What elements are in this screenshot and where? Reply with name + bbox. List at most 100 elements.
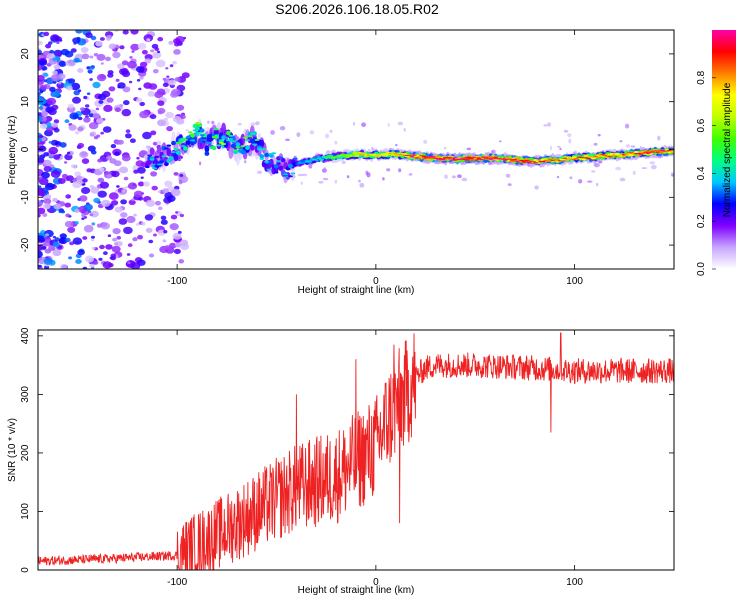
spectrogram-noise-cell [87,145,96,152]
spectrogram-noise-cell [91,246,96,250]
spectrogram-noise-cell [174,77,181,82]
spectrogram-noise-cell [321,168,327,173]
spectrogram-noise-cell [116,236,122,240]
spectrogram-noise-cell [38,59,48,66]
spectrogram-noise-cell [95,40,103,47]
spectrogram-ridge-cell [245,145,250,150]
spectrogram-noise-cell [657,135,661,141]
spectrogram-noise-cell [72,96,81,104]
spectrogram-noise-cell [45,233,49,237]
spectrogram-noise-cell [148,83,158,90]
spectrogram-noise-cell [141,49,148,55]
spectrogram-ridge-cell [144,166,150,168]
spectrogram-noise-cell [148,253,155,258]
spectrogram-noise-cell [43,31,50,37]
spectrogram-noise-cell [444,174,448,179]
spectrogram-noise-cell [140,176,144,179]
spectrogram-ridge-cell [292,157,298,160]
spectrogram-ridge-cell [247,135,253,138]
spectrogram-ridge-cell [264,152,269,158]
spectrogram-noise-cell [72,237,83,245]
spectrogram-noise-cell [136,223,140,226]
spectrogram-noise-cell [50,170,61,178]
spectrogram-noise-cell [92,113,101,119]
spectrogram-noise-cell [69,241,75,246]
spectrogram-noise-cell [38,75,45,82]
spectrogram-noise-cell [58,237,68,245]
spectrogram-noise-cell [66,85,73,91]
spectrogram-noise-cell [96,118,104,124]
colorbar-ticks: 0.0 0.2 0.4 0.6 0.8 [696,70,716,276]
spectrogram-noise-cell [166,126,174,132]
spectrogram-noise-cell [141,222,146,226]
spectrogram-noise-cell [89,132,95,137]
spectrogram-ridge-cell [512,159,517,161]
spectrogram-noise-cell [88,122,99,130]
spectrogram-noise-cell [111,245,121,253]
spectrogram-ridge-cell [545,160,551,162]
spectrogram-noise-cell [76,175,82,180]
spectrogram-noise-cell [166,75,170,78]
spectrogram-noise-cell [127,182,138,190]
spectrogram-noise-cell [578,179,583,184]
spectrogram-noise-cell [99,244,105,250]
spectrogram-noise-cell [80,151,88,157]
spectrogram-noise-cell [115,241,123,247]
spectrogram-ridge-cell [483,156,489,158]
spectrogram-noise-cell [49,86,56,92]
spectrogram-noise-cell [137,43,147,50]
spectrogram-noise-cell [96,53,106,61]
spectrogram-noise-cell [403,128,406,132]
spectrogram-noise-cell [83,216,88,219]
spectrogram-ridge-cell [469,158,475,162]
spectrogram-noise-cell [38,40,43,46]
spectrogram-noise-cell [164,180,173,187]
spectrogram-noise-cell [491,149,496,154]
spectrogram-noise-cell [423,139,428,144]
spectrogram-ridge-cell [237,149,243,152]
spectrogram-noise-cell [146,38,151,42]
spectrogram-noise-cell [129,56,133,59]
spectrogram-noise-cell [569,176,573,180]
spectrogram-ridge-cell [161,155,167,158]
spectrogram-noise-cell [118,218,128,225]
spectrogram-noise-cell [52,236,57,239]
spectrogram-noise-cell [48,146,59,155]
spectrogram-noise-cell [671,173,674,177]
spectrogram-noise-cell [152,51,162,59]
spectrogram-ridge-cell [333,156,339,158]
spectrogram-noise-cell [52,249,62,257]
spectrogram-ridge-cell [519,159,525,162]
spectrogram-noise-cell [48,141,52,144]
spectrogram-noise-cell [597,134,601,137]
spectrogram-ridge-cell [474,159,479,161]
spectrogram-noise-cell [137,234,144,240]
spectrogram-noise-cell [42,212,48,217]
snr-y-tick-label: 100 [20,503,31,520]
spectrogram-ridge-cell [280,171,286,174]
spectrogram-noise-cell [95,107,100,111]
spectrogram-ridge-cell [476,157,482,159]
spectrogram-noise-cell [68,256,73,260]
spectrogram-noise-cell [173,248,181,255]
spectrogram-noise-cell [52,81,57,84]
spectrogram-noise-cell [176,104,185,111]
spectrogram-noise-cell [155,200,161,206]
spectrogram-noise-cell [162,77,167,81]
spectrogram-noise-cell [65,194,72,199]
spectrogram-ridge-cell [493,157,498,159]
spectrogram-noise-cell [112,237,118,242]
spectrogram-ridge-cell [567,157,572,159]
spectrogram-ridge-cell [204,151,210,156]
spectrogram-ridge-cell [278,165,284,171]
spectrogram-noise-cell [150,130,157,136]
spectrogram-ridge-cell [235,142,241,147]
spectrogram-noise-cell [557,145,561,148]
spectrogram-noise-cell [619,177,626,182]
spectrogram-noise-cell [101,199,111,207]
spectrogram-noise-cell [136,79,141,82]
spectrogram-noise-cell [107,174,112,178]
spectrogram-noise-cell [358,179,361,183]
spectrogram-noise-cell [57,53,62,57]
spectrogram-noise-cell [42,159,52,167]
